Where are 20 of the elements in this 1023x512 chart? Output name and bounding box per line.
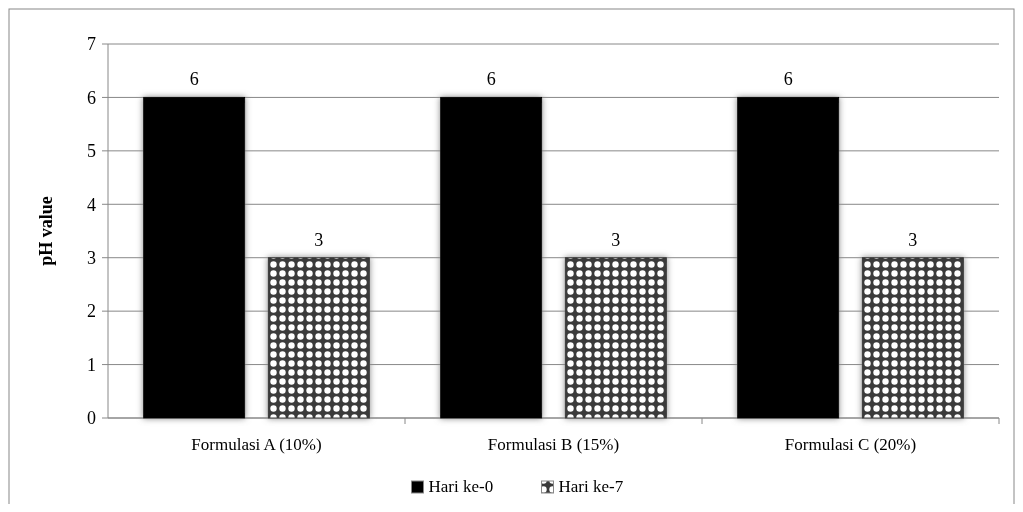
data-label: 3 (908, 229, 918, 250)
y-axis-title: pH value (36, 196, 56, 266)
y-tick-label: 0 (87, 408, 96, 429)
y-tick-label: 5 (87, 141, 96, 162)
x-tick-label: Formulasi B (15%) (487, 435, 620, 454)
data-label: 3 (611, 229, 621, 250)
y-tick-label: 4 (87, 194, 96, 215)
data-label: 6 (783, 69, 793, 90)
y-tick-label: 1 (87, 354, 96, 375)
y-tick-label: 2 (87, 301, 96, 322)
y-tick-label: 7 (87, 34, 96, 55)
legend-label: Hari ke-7 (558, 477, 624, 496)
data-label: 6 (486, 69, 496, 90)
x-tick-label: Formulasi C (20%) (784, 435, 917, 454)
legend-label: Hari ke-0 (428, 477, 494, 496)
y-tick-label: 6 (87, 87, 96, 108)
data-label: 6 (189, 69, 199, 90)
x-tick-label: Formulasi A (10%) (191, 435, 322, 454)
data-label: 3 (314, 229, 324, 250)
y-tick-label: 3 (87, 248, 96, 269)
